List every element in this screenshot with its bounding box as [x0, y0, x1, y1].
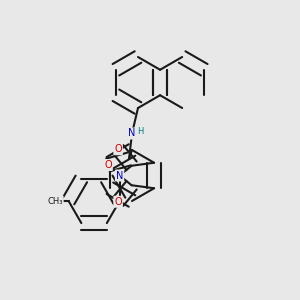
Text: O: O [104, 160, 112, 170]
Text: O: O [114, 144, 122, 154]
Text: N: N [128, 128, 136, 139]
Text: O: O [114, 197, 122, 207]
Text: N: N [116, 170, 123, 181]
Text: CH₃: CH₃ [47, 196, 63, 206]
Text: H: H [137, 128, 144, 136]
